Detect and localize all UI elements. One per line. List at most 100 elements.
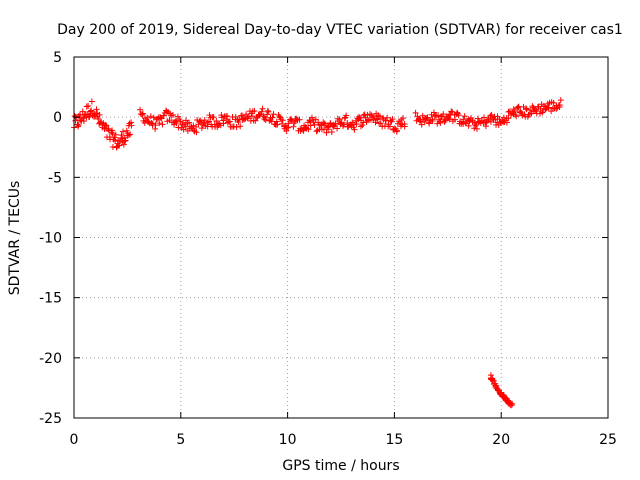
data-point bbox=[285, 120, 292, 127]
data-point bbox=[323, 129, 330, 136]
data-point bbox=[350, 121, 357, 128]
data-point bbox=[111, 134, 118, 141]
x-tick-label: 10 bbox=[279, 432, 297, 448]
data-point bbox=[268, 118, 275, 125]
data-point bbox=[284, 124, 291, 131]
data-point bbox=[523, 106, 530, 113]
data-point bbox=[481, 114, 488, 121]
data-point bbox=[353, 120, 360, 127]
data-point bbox=[283, 127, 290, 134]
data-point bbox=[455, 112, 462, 119]
data-point bbox=[364, 117, 371, 124]
data-point bbox=[367, 111, 374, 118]
data-point bbox=[190, 122, 197, 129]
data-point bbox=[466, 118, 473, 125]
data-point bbox=[269, 114, 276, 121]
data-point bbox=[317, 122, 324, 129]
data-point bbox=[386, 123, 393, 130]
data-point bbox=[448, 108, 455, 115]
data-point bbox=[351, 126, 358, 133]
data-point bbox=[465, 122, 472, 129]
data-point bbox=[343, 112, 350, 119]
data-point bbox=[389, 116, 396, 123]
data-point bbox=[152, 122, 159, 129]
data-point bbox=[120, 128, 127, 135]
y-tick-label: -10 bbox=[39, 231, 62, 247]
data-point bbox=[213, 118, 220, 125]
data-point bbox=[393, 127, 400, 134]
grid-lines bbox=[74, 57, 608, 418]
data-point bbox=[513, 113, 520, 120]
data-point bbox=[377, 120, 384, 127]
y-tick-label: 5 bbox=[53, 50, 62, 66]
data-point bbox=[264, 111, 271, 118]
data-point bbox=[417, 118, 424, 125]
data-point bbox=[296, 116, 303, 123]
data-point bbox=[424, 114, 431, 121]
data-point bbox=[320, 119, 327, 126]
data-point bbox=[83, 103, 90, 110]
data-point bbox=[139, 110, 146, 117]
data-point bbox=[360, 119, 367, 126]
data-point bbox=[198, 125, 205, 132]
data-point bbox=[232, 113, 239, 120]
data-point bbox=[270, 111, 277, 118]
data-point bbox=[201, 117, 208, 124]
data-point bbox=[182, 117, 189, 124]
axis-ticks: 0 5 10 15 20 25 5 0 -5 -10 -15 -20 -25 bbox=[39, 50, 617, 448]
data-point bbox=[384, 114, 391, 121]
data-point bbox=[112, 131, 119, 138]
data-point bbox=[233, 124, 240, 131]
data-point bbox=[446, 116, 453, 123]
data-point bbox=[376, 113, 383, 120]
x-tick-label: 20 bbox=[492, 432, 510, 448]
data-point bbox=[116, 142, 123, 149]
data-point bbox=[312, 116, 319, 123]
data-point bbox=[248, 113, 255, 120]
y-tick-label: -25 bbox=[39, 411, 62, 427]
data-point bbox=[103, 122, 110, 129]
data-point bbox=[156, 120, 163, 127]
x-tick-label: 0 bbox=[70, 432, 79, 448]
data-point bbox=[160, 112, 167, 119]
data-point bbox=[226, 118, 233, 125]
data-point bbox=[503, 119, 510, 126]
data-point bbox=[128, 122, 135, 129]
data-point bbox=[149, 120, 156, 127]
data-point bbox=[144, 114, 151, 121]
data-point bbox=[374, 116, 381, 123]
y-axis-label: SDTVAR / TECUs bbox=[7, 181, 23, 296]
data-point bbox=[102, 121, 109, 128]
data-point bbox=[412, 109, 419, 116]
data-point bbox=[182, 123, 189, 130]
data-point bbox=[429, 117, 436, 124]
data-point bbox=[157, 114, 164, 121]
data-point bbox=[237, 123, 244, 130]
y-tick-label: 0 bbox=[53, 110, 62, 126]
data-point bbox=[122, 137, 129, 144]
data-point bbox=[461, 113, 468, 120]
data-point bbox=[414, 113, 421, 120]
data-point bbox=[355, 113, 362, 120]
y-tick-label: -5 bbox=[48, 170, 62, 186]
data-point bbox=[293, 115, 300, 122]
data-point bbox=[96, 111, 103, 118]
data-point bbox=[223, 116, 230, 123]
data-point bbox=[550, 99, 557, 106]
data-point bbox=[147, 113, 154, 120]
data-point bbox=[361, 111, 368, 118]
data-point bbox=[340, 121, 347, 128]
data-point bbox=[224, 113, 231, 120]
data-point bbox=[265, 108, 272, 115]
data-point bbox=[435, 112, 442, 119]
data-point bbox=[305, 126, 312, 133]
data-point bbox=[127, 131, 134, 138]
data-point bbox=[159, 121, 166, 128]
data-point bbox=[460, 121, 467, 128]
data-point bbox=[336, 116, 343, 123]
data-point bbox=[125, 132, 132, 139]
data-point bbox=[95, 115, 102, 122]
data-point bbox=[259, 105, 266, 112]
data-point bbox=[258, 108, 265, 115]
